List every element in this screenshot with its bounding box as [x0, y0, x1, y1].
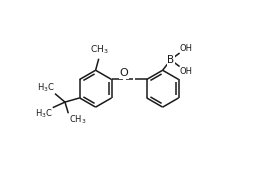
Text: CH$_3$: CH$_3$	[90, 43, 109, 56]
Text: H$_3$C: H$_3$C	[37, 81, 54, 93]
Text: B: B	[167, 55, 175, 65]
Text: O: O	[119, 68, 128, 78]
Text: H$_3$C: H$_3$C	[35, 108, 53, 120]
Text: OH: OH	[179, 67, 192, 76]
Text: OH: OH	[179, 44, 192, 53]
Text: CH$_3$: CH$_3$	[69, 113, 87, 126]
